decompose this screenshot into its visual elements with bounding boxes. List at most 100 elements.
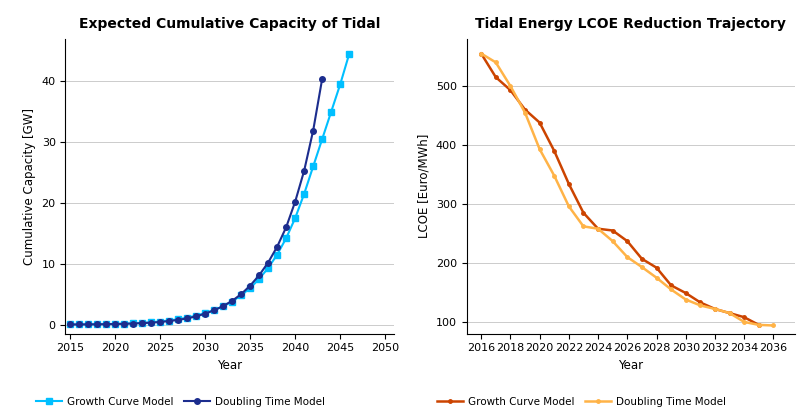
Title: Tidal Energy LCOE Reduction Trajectory: Tidal Energy LCOE Reduction Trajectory	[475, 17, 785, 31]
Growth Curve Model	[308, 164, 318, 169]
Doubling Time Model	[299, 168, 309, 173]
Doubling Time Model	[200, 311, 210, 316]
Growth Curve Model	[164, 318, 174, 323]
Doubling Time Model	[637, 265, 646, 269]
Growth Curve Model	[723, 311, 733, 315]
Doubling Time Model	[651, 275, 661, 280]
Doubling Time Model	[476, 51, 486, 56]
Doubling Time Model	[218, 304, 228, 309]
Growth Curve Model	[651, 265, 661, 270]
Growth Curve Model	[564, 182, 573, 186]
Doubling Time Model	[146, 320, 156, 325]
Growth Curve Model	[218, 304, 228, 309]
Doubling Time Model	[92, 322, 101, 327]
Growth Curve Model	[191, 313, 200, 318]
Doubling Time Model	[593, 226, 603, 231]
Legend: Growth Curve Model, Doubling Time Model: Growth Curve Model, Doubling Time Model	[432, 393, 730, 407]
X-axis label: Year: Year	[217, 359, 242, 372]
Growth Curve Model	[182, 315, 191, 320]
Doubling Time Model	[505, 83, 515, 88]
Growth Curve Model	[709, 306, 719, 311]
Doubling Time Model	[520, 110, 530, 115]
Doubling Time Model	[263, 260, 272, 265]
Growth Curve Model	[665, 283, 675, 288]
Growth Curve Model	[534, 120, 544, 125]
Growth Curve Model	[254, 277, 264, 282]
Doubling Time Model	[622, 255, 632, 260]
Growth Curve Model	[578, 210, 588, 215]
Growth Curve Model	[680, 291, 689, 295]
Doubling Time Model	[236, 292, 246, 297]
Y-axis label: LCOE [Euro/MWh]: LCOE [Euro/MWh]	[417, 134, 430, 239]
Growth Curve Model	[110, 322, 120, 326]
Growth Curve Model	[607, 228, 617, 233]
Growth Curve Model	[738, 315, 748, 319]
Growth Curve Model	[92, 322, 101, 327]
Doubling Time Model	[110, 322, 120, 326]
Growth Curve Model	[137, 320, 147, 325]
Doubling Time Model	[155, 319, 165, 324]
Doubling Time Model	[182, 316, 191, 321]
Growth Curve Model	[83, 322, 92, 327]
Growth Curve Model	[520, 107, 530, 112]
Doubling Time Model	[753, 322, 762, 327]
Doubling Time Model	[709, 306, 719, 311]
Doubling Time Model	[227, 298, 237, 303]
Doubling Time Model	[173, 317, 182, 322]
Doubling Time Model	[308, 128, 318, 133]
Y-axis label: Cumulative Capacity [GW]: Cumulative Capacity [GW]	[23, 108, 36, 265]
Growth Curve Model	[335, 82, 345, 87]
Growth Curve Model	[263, 266, 272, 271]
Growth Curve Model	[146, 320, 156, 325]
Doubling Time Model	[767, 323, 777, 328]
Doubling Time Model	[164, 319, 174, 324]
Doubling Time Model	[119, 322, 129, 326]
Growth Curve Model	[281, 236, 290, 241]
Growth Curve Model	[290, 216, 299, 221]
Doubling Time Model	[65, 322, 75, 327]
Line: Doubling Time Model: Doubling Time Model	[67, 76, 324, 327]
Title: Expected Cumulative Capacity of Tidal: Expected Cumulative Capacity of Tidal	[79, 17, 380, 31]
Doubling Time Model	[317, 77, 327, 81]
Doubling Time Model	[607, 239, 617, 243]
Doubling Time Model	[83, 322, 92, 327]
Doubling Time Model	[74, 322, 84, 327]
Line: Doubling Time Model: Doubling Time Model	[478, 52, 775, 327]
Doubling Time Model	[578, 224, 588, 229]
Doubling Time Model	[694, 303, 704, 308]
Doubling Time Model	[272, 244, 281, 249]
Growth Curve Model	[344, 52, 354, 57]
Growth Curve Model	[245, 286, 255, 291]
Doubling Time Model	[290, 199, 299, 204]
Doubling Time Model	[680, 297, 689, 302]
Growth Curve Model	[200, 311, 210, 315]
Doubling Time Model	[128, 321, 138, 326]
Doubling Time Model	[549, 173, 559, 178]
Growth Curve Model	[209, 308, 219, 313]
Doubling Time Model	[665, 287, 675, 292]
Doubling Time Model	[191, 314, 200, 319]
Growth Curve Model	[173, 317, 182, 322]
Growth Curve Model	[491, 74, 500, 79]
Doubling Time Model	[723, 311, 733, 315]
Legend: Growth Curve Model, Doubling Time Model: Growth Curve Model, Doubling Time Model	[32, 393, 329, 407]
Growth Curve Model	[694, 300, 704, 305]
Doubling Time Model	[738, 319, 748, 324]
Doubling Time Model	[564, 204, 573, 209]
Growth Curve Model	[326, 109, 336, 114]
Growth Curve Model	[128, 321, 138, 326]
Growth Curve Model	[505, 88, 515, 92]
Growth Curve Model	[637, 256, 646, 261]
Growth Curve Model	[74, 322, 84, 327]
Doubling Time Model	[209, 308, 219, 313]
Growth Curve Model	[476, 51, 486, 56]
Doubling Time Model	[137, 321, 147, 326]
Doubling Time Model	[254, 273, 264, 278]
Doubling Time Model	[491, 60, 500, 65]
Growth Curve Model	[753, 322, 762, 327]
Growth Curve Model	[101, 322, 110, 326]
Growth Curve Model	[299, 191, 309, 196]
Line: Growth Curve Model: Growth Curve Model	[478, 52, 760, 327]
Growth Curve Model	[155, 319, 165, 324]
Growth Curve Model	[272, 252, 281, 257]
